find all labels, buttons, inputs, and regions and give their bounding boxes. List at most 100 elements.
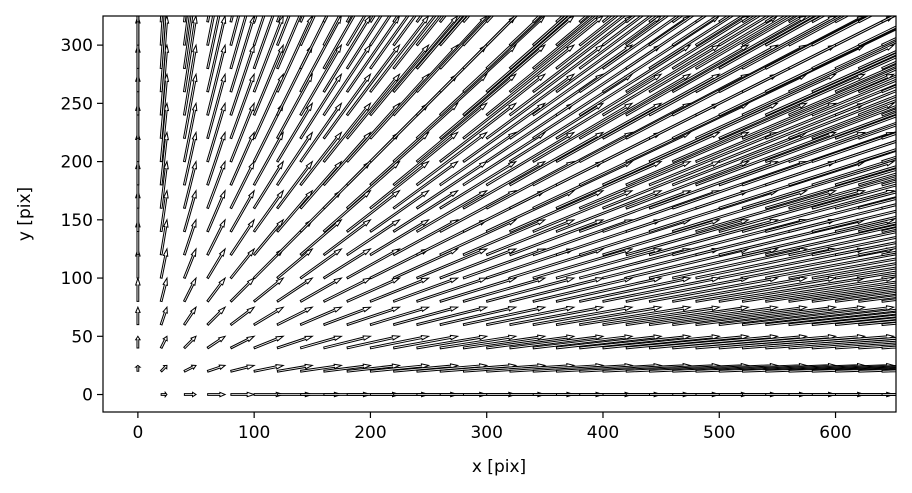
quiver-arrow <box>252 16 266 47</box>
quiver-arrow <box>788 67 896 117</box>
quiver-arrow <box>252 16 284 93</box>
y-tick-label: 250 <box>61 94 93 114</box>
quiver-arrow <box>253 306 285 327</box>
quiver-arrow <box>392 160 459 210</box>
quiver-arrow <box>299 101 343 163</box>
quiver-arrow <box>229 16 241 46</box>
quiver-arrow <box>345 72 401 140</box>
quiver-arrow <box>206 218 226 256</box>
quiver-arrow <box>579 334 692 350</box>
quiver-arrow <box>462 160 547 210</box>
quiver-arrow <box>764 16 821 47</box>
quiver-arrow <box>159 130 169 186</box>
quiver-arrow <box>159 335 168 350</box>
quiver-arrow <box>134 305 141 326</box>
quiver-arrow <box>345 16 367 47</box>
quiver-arrow <box>485 16 545 70</box>
quiver-arrow <box>392 16 417 47</box>
quiver-arrow <box>299 363 344 373</box>
quiver-arrow <box>881 60 896 70</box>
quiver-arrow <box>182 43 198 116</box>
quiver-arrow <box>811 340 896 350</box>
quiver-arrow <box>229 72 255 140</box>
quiver-arrow <box>369 218 430 257</box>
quiver-arrow <box>509 334 605 350</box>
plot-frame <box>102 15 897 413</box>
quiver-arrow <box>485 305 576 327</box>
quiver-arrow <box>159 101 170 163</box>
quiver-arrow <box>159 276 168 303</box>
quiver-arrow <box>182 16 190 46</box>
quiver-arrow <box>671 16 684 24</box>
quiver-arrow <box>462 16 471 24</box>
quiver-arrow <box>160 390 168 399</box>
quiver-arrow <box>905 363 912 372</box>
quiver-arrow <box>555 305 663 327</box>
quiver-arrow <box>811 288 896 303</box>
quiver-arrow <box>182 16 198 93</box>
quiver-arrow <box>905 306 912 326</box>
quiver-arrow <box>555 248 663 280</box>
quiver-arrow <box>346 306 402 327</box>
quiver-arrow <box>369 189 430 233</box>
quiver-arrow <box>275 16 302 70</box>
quiver-arrow <box>415 248 489 280</box>
arrows-layer <box>134 16 912 399</box>
quiver-arrow <box>299 131 343 187</box>
quiver-arrow <box>555 16 594 47</box>
y-tick-label: 0 <box>82 386 93 406</box>
quiver-arrow <box>718 189 867 233</box>
quiver-arrow <box>392 189 460 233</box>
quiver-arrow <box>485 277 576 303</box>
quiver-arrow <box>252 277 285 303</box>
quiver-arrow <box>625 305 750 327</box>
quiver-arrow <box>206 16 221 70</box>
quiver-arrow <box>881 108 896 117</box>
quiver-arrow <box>485 16 495 24</box>
quiver-arrow <box>206 72 226 140</box>
x-tick-label: 400 <box>587 423 619 443</box>
quiver-arrow <box>206 130 226 186</box>
quiver-arrow <box>345 218 401 257</box>
quiver-arrow <box>322 72 372 140</box>
quiver-arrow <box>625 44 750 117</box>
quiver-arrow <box>531 16 569 47</box>
quiver-arrow <box>881 155 896 164</box>
quiver-arrow <box>881 369 896 373</box>
quiver-arrow <box>159 364 168 373</box>
quiver-arrow <box>276 335 314 350</box>
quiver-arrow <box>532 248 634 280</box>
quiver-arrow <box>508 102 605 164</box>
quiver-arrow <box>229 306 256 327</box>
quiver-arrow <box>299 277 343 303</box>
quiver-arrow <box>275 131 314 187</box>
quiver-arrow <box>857 99 896 117</box>
quiver-arrow <box>788 203 896 233</box>
quiver-arrow <box>811 131 896 164</box>
quiver-arrow <box>485 16 518 47</box>
quiver-arrow <box>881 321 896 327</box>
quiver-arrow <box>182 72 198 140</box>
quiver-arrow <box>764 16 779 24</box>
quiver-arrow <box>485 219 576 257</box>
quiver-arrow <box>834 190 896 210</box>
quiver-arrow <box>299 72 343 140</box>
quiver-arrow <box>881 179 896 187</box>
quiver-arrow <box>369 306 431 327</box>
quiver-arrow <box>229 276 256 303</box>
quiver-arrow <box>207 391 227 398</box>
quiver-arrow <box>905 74 912 139</box>
quiver-arrow <box>602 276 721 303</box>
quiver-arrow <box>252 160 285 210</box>
quiver-arrow <box>671 16 762 70</box>
quiver-arrow <box>531 16 542 24</box>
x-tick-label: 600 <box>819 423 851 443</box>
quiver-arrow <box>369 16 430 93</box>
quiver-arrow <box>788 176 896 210</box>
quiver-arrow <box>322 218 372 257</box>
quiver-arrow <box>718 16 731 24</box>
quiver-arrow <box>322 277 372 303</box>
quiver-arrow <box>206 305 227 326</box>
quiver-arrow <box>134 364 142 372</box>
quiver-arrow <box>439 334 518 350</box>
